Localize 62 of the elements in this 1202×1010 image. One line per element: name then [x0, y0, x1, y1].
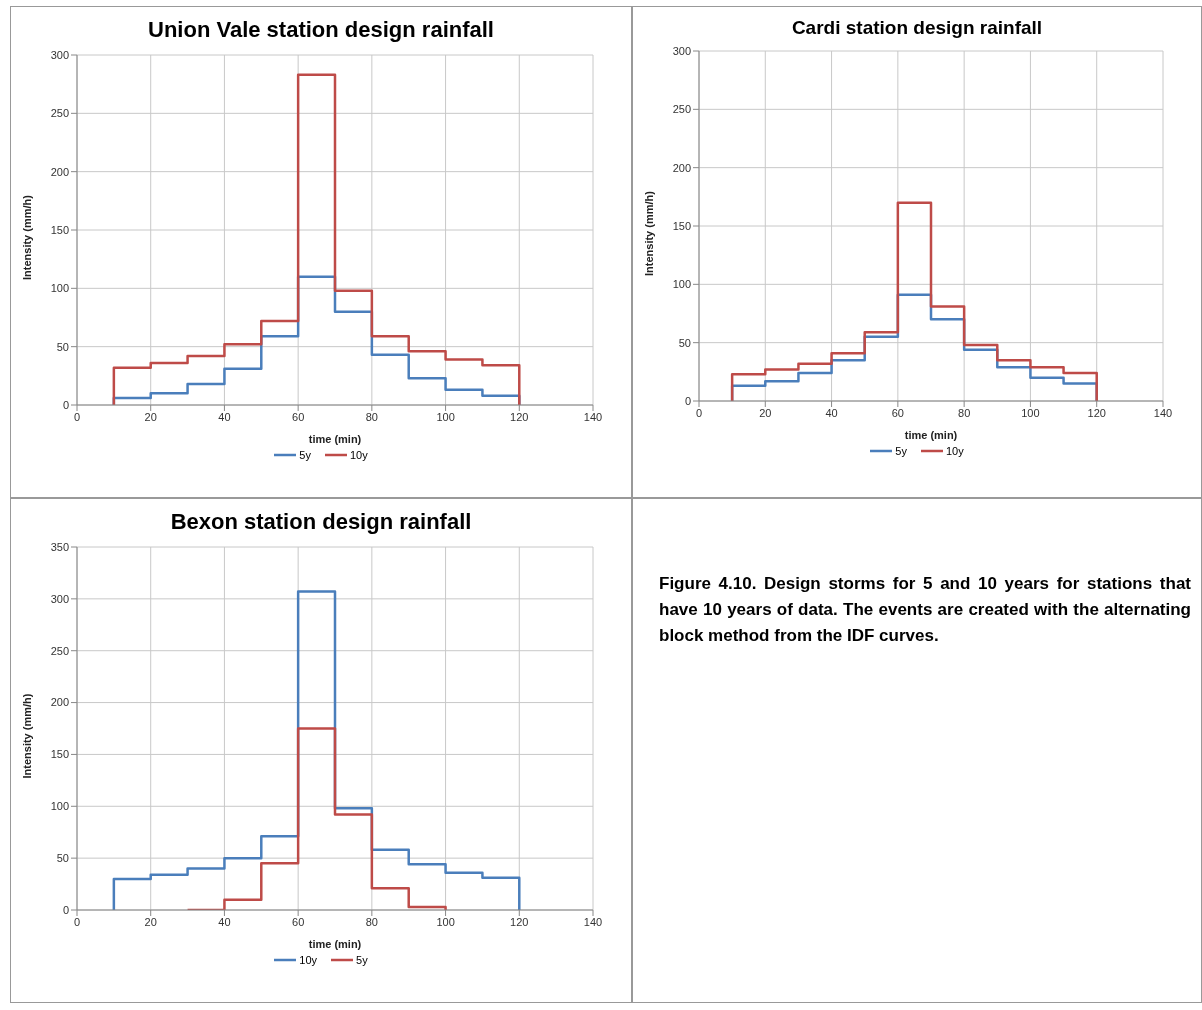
y-tick-label: 100 [672, 278, 691, 291]
x-tick-label: 100 [436, 915, 455, 928]
legend-label: 5y [355, 954, 368, 966]
x-tick-label: 80 [365, 410, 378, 423]
caption: Figure 4.10. Design storms for 5 and 10 years for stations that have 10 years of data. The events are created with the alternating block method from the IDF curves. [659, 573, 1191, 647]
x-tick-label: 20 [759, 406, 772, 419]
x-tick-label: 40 [218, 410, 231, 423]
x-tick-label: 40 [218, 915, 231, 928]
x-axis-title: time (min) [308, 938, 362, 950]
y-tick-label: 150 [50, 223, 69, 236]
x-axis-title: time (min) [308, 433, 362, 445]
y-axis-title: Intensity (mm/h) [20, 693, 33, 779]
x-tick-label: 0 [73, 410, 81, 423]
y-tick-label: 200 [50, 165, 69, 178]
y-tick-label: 300 [672, 44, 691, 57]
x-tick-label: 140 [1153, 406, 1173, 419]
y-axis-title: Intensity (mm/h) [20, 194, 33, 280]
legend-label: 10y [298, 954, 318, 966]
y-tick-label: 0 [62, 398, 69, 411]
legend-label: 10y [348, 449, 368, 461]
y-tick-label: 200 [672, 161, 691, 174]
y-tick-label: 250 [672, 103, 691, 116]
x-tick-label: 80 [958, 406, 971, 419]
y-tick-label: 150 [672, 219, 691, 232]
y-tick-label: 50 [678, 336, 691, 349]
y-tick-label: 100 [50, 800, 69, 813]
legend-label: 5y [894, 445, 907, 457]
y-tick-label: 0 [684, 394, 691, 407]
x-tick-label: 60 [292, 410, 305, 423]
y-tick-label: 0 [62, 903, 69, 916]
chart-title: Cardi station design rainfall [790, 17, 1044, 39]
x-tick-label: 20 [144, 915, 157, 928]
y-tick-label: 300 [50, 48, 69, 61]
x-tick-label: 140 [583, 915, 603, 928]
legend-label: 5y [298, 449, 311, 461]
y-tick-label: 150 [50, 748, 69, 761]
y-tick-label: 350 [50, 540, 69, 553]
y-tick-label: 50 [56, 852, 69, 865]
y-tick-label: 100 [50, 282, 69, 295]
chart-title: Bexon station design rainfall [169, 509, 473, 535]
x-tick-label: 0 [695, 406, 703, 419]
y-tick-label: 250 [50, 644, 69, 657]
y-tick-label: 200 [50, 696, 69, 709]
chart-title: Union Vale station design rainfall [147, 17, 495, 43]
x-tick-label: 80 [365, 915, 378, 928]
x-axis-title: time (min) [904, 429, 958, 441]
x-tick-label: 120 [1087, 406, 1106, 419]
legend-label: 10y [944, 445, 964, 457]
x-tick-label: 60 [891, 406, 904, 419]
y-axis-title: Intensity (mm/h) [642, 190, 655, 276]
x-tick-label: 60 [292, 915, 305, 928]
y-tick-label: 250 [50, 107, 69, 120]
x-tick-label: 120 [510, 410, 529, 423]
y-tick-label: 300 [50, 592, 69, 605]
x-tick-label: 40 [825, 406, 838, 419]
y-tick-label: 50 [56, 340, 69, 353]
x-tick-label: 0 [73, 915, 81, 928]
x-tick-label: 20 [144, 410, 157, 423]
x-tick-label: 100 [436, 410, 455, 423]
x-tick-label: 100 [1021, 406, 1040, 419]
x-tick-label: 120 [510, 915, 529, 928]
x-tick-label: 140 [583, 410, 603, 423]
